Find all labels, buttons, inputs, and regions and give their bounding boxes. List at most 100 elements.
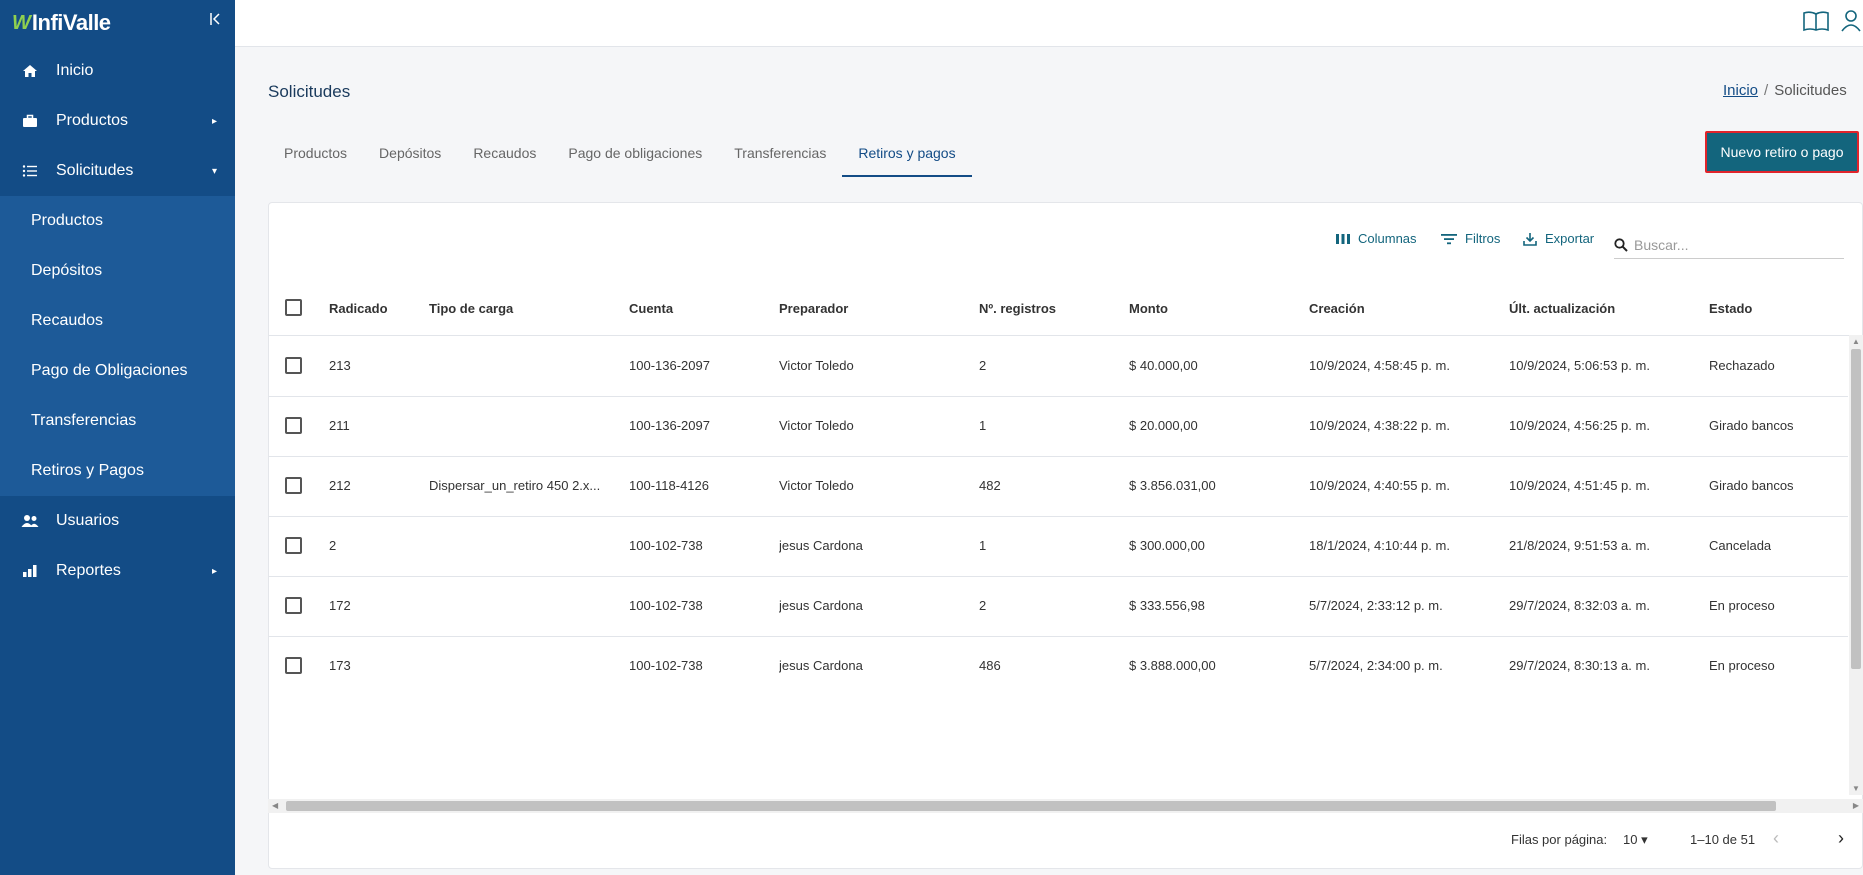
sidebar-item-usuarios[interactable]: Usuarios [0,496,235,546]
logo-mark: W [12,11,31,34]
rows-per-page-value: 10 [1623,832,1638,847]
header-monto[interactable]: Monto [1129,301,1168,316]
submenu-item-productos[interactable]: Productos [31,212,104,229]
collapse-sidebar-icon[interactable] [209,12,221,31]
cell-estado: Girado bancos [1709,478,1794,493]
cell-creacion: 10/9/2024, 4:38:22 p. m. [1309,418,1450,433]
submenu-item-depositos[interactable]: Depósitos [31,262,103,279]
row-checkbox[interactable] [285,477,302,494]
chevron-right-icon: ▸ [211,115,217,127]
header-creacion[interactable]: Creación [1309,301,1365,316]
rows-per-page-select[interactable]: 10 ▾ [1623,832,1648,848]
cell-ult-actualizacion: 10/9/2024, 4:51:45 p. m. [1509,478,1650,493]
export-button[interactable]: Exportar [1523,231,1594,246]
table-row[interactable]: 2 100-102-738 jesus Cardona 1 $ 300.000,00 18… [269,517,1848,577]
header-tipo-carga[interactable]: Tipo de carga [429,301,514,316]
cell-estado: En proceso [1709,658,1775,673]
scroll-up-icon[interactable]: ▲ [1852,337,1860,346]
requests-table: Radicado Tipo de carga Cuenta Preparador… [269,281,1862,685]
vertical-scrollbar[interactable]: ▲ ▼ [1849,335,1863,795]
row-checkbox[interactable] [285,417,302,434]
sidebar-item-inicio[interactable]: Inicio [0,46,235,96]
export-label: Exportar [1545,231,1595,246]
cell-estado: Cancelada [1709,538,1772,553]
book-icon[interactable] [1802,9,1830,36]
header-registros[interactable]: Nº. registros [979,301,1056,316]
list-icon [20,163,40,179]
header-cuenta[interactable]: Cuenta [629,301,674,316]
sidebar-item-label: Reportes [56,562,121,579]
cell-cuenta: 100-102-738 [629,658,703,673]
sidebar-item-label: Solicitudes [56,162,134,179]
vertical-scroll-thumb[interactable] [1851,349,1861,669]
row-checkbox[interactable] [285,657,302,674]
table-row[interactable]: 213 100-136-2097 Victor Toledo 2 $ 40.000,00… [269,337,1848,397]
cell-estado: Girado bancos [1709,418,1794,433]
tab-transferencias[interactable]: Transferencias [734,145,827,161]
chevron-down-icon: ▾ [211,165,217,177]
tab-bar: Productos Depósitos Recaudos Pago de obl… [268,133,972,177]
breadcrumb-home-link[interactable]: Inicio [1723,82,1759,99]
table-row[interactable]: 172 100-102-738 jesus Cardona 2 $ 333.556,98… [269,577,1848,637]
submenu-item-pago-obligaciones[interactable]: Pago de Obligaciones [31,362,188,379]
cell-monto: $ 333.556,98 [1129,598,1205,613]
table-row[interactable]: 173 100-102-738 jesus Cardona 486 $ 3.888.00… [269,637,1848,685]
page-title: Solicitudes [268,82,351,101]
cell-creacion: 10/9/2024, 4:58:45 p. m. [1309,358,1450,373]
scroll-right-icon[interactable]: ▶ [1852,801,1859,810]
caret-down-icon: ▾ [1641,832,1648,847]
tab-productos[interactable]: Productos [284,145,348,161]
table-row[interactable]: 211 100-136-2097 Victor Toledo 1 $ 20.000,00… [269,397,1848,457]
sidebar-item-solicitudes[interactable]: Solicitudes ▾ [0,146,235,196]
users-icon [20,513,40,529]
row-checkbox[interactable] [285,357,302,374]
cell-monto: $ 40.000,00 [1129,358,1198,373]
search-input[interactable] [1634,236,1824,253]
previous-page-icon[interactable]: ‹ [1773,828,1779,848]
filters-label: Filtros [1465,231,1501,246]
header-radicado[interactable]: Radicado [329,301,388,316]
cell-creacion: 5/7/2024, 2:34:00 p. m. [1309,658,1443,673]
filters-button[interactable]: Filtros [1441,231,1500,246]
cell-cuenta: 100-136-2097 [629,418,710,433]
cell-radicado: 211 [329,418,350,433]
scroll-left-icon[interactable]: ◀ [272,801,279,810]
requests-card: Columnas Filtros Exportar Radicado Tipo … [268,202,1863,869]
cell-creacion: 5/7/2024, 2:33:12 p. m. [1309,598,1443,613]
cell-preparador: Victor Toledo [779,418,854,433]
next-page-icon[interactable]: › [1838,828,1844,848]
columns-button[interactable]: Columnas [1336,231,1417,246]
cell-preparador: jesus Cardona [779,658,863,673]
select-all-checkbox[interactable] [285,299,302,316]
table-row[interactable]: 212 Dispersar_un_retiro 450 2.x... 100-118… [269,457,1848,517]
cell-creacion: 18/1/2024, 4:10:44 p. m. [1309,538,1450,553]
sidebar-item-productos[interactable]: Productos ▸ [0,96,235,146]
sidebar-item-reportes[interactable]: Reportes ▸ [0,546,235,596]
scroll-down-icon[interactable]: ▼ [1852,784,1860,793]
header-ult-actualizacion[interactable]: Últ. actualización [1509,301,1616,316]
solicitudes-submenu: Productos Depósitos Recaudos Pago de Obl… [0,196,235,496]
pagination-range: 1–10 de 51 [1690,832,1756,847]
new-withdrawal-button[interactable]: Nuevo retiro o pago [1705,131,1859,173]
user-icon[interactable] [1840,9,1862,36]
infivalle-logo[interactable]: W InfiValle [12,10,111,36]
submenu-item-retiros-pagos[interactable]: Retiros y Pagos [31,462,144,479]
tab-retiros-pagos[interactable]: Retiros y pagos [842,133,972,177]
header-estado[interactable]: Estado [1709,301,1753,316]
tab-depositos[interactable]: Depósitos [379,145,442,161]
tab-pago-obligaciones[interactable]: Pago de obligaciones [568,145,703,161]
breadcrumb-current: Solicitudes [1774,82,1847,99]
tab-recaudos[interactable]: Recaudos [473,145,537,161]
cell-radicado: 2 [329,538,337,553]
cell-registros: 1 [979,418,987,433]
submenu-item-transferencias[interactable]: Transferencias [31,412,137,429]
header-preparador[interactable]: Preparador [779,301,849,316]
row-checkbox[interactable] [285,597,302,614]
cell-preparador: jesus Cardona [779,538,863,553]
horizontal-scroll-thumb[interactable] [286,801,1776,811]
row-checkbox[interactable] [285,537,302,554]
cell-estado: En proceso [1709,598,1775,613]
submenu-item-recaudos[interactable]: Recaudos [31,312,104,329]
horizontal-scrollbar[interactable]: ◀ ▶ [268,799,1863,813]
rows-per-page-label: Filas por página: [1511,832,1608,847]
